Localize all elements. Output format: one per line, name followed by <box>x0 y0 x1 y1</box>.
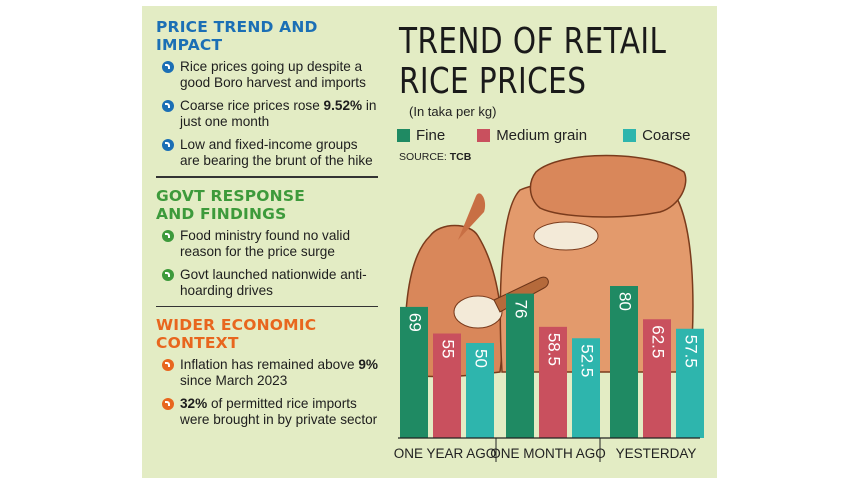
chart-title-line-2: RICE PRICES <box>399 61 587 102</box>
bullet-text-part: in just one month <box>180 98 377 129</box>
bullet-item: 32% of permitted rice imports were broug… <box>156 396 378 428</box>
bullet-text-part: Coarse rice prices rose <box>180 98 324 113</box>
bullet-text-part: Low and fixed-income groups are bearing … <box>180 137 373 168</box>
legend-item-medium-grain: Medium grain <box>477 127 587 144</box>
bullet-highlight: 9% <box>358 357 379 372</box>
section-divider <box>156 305 378 307</box>
source-label: SOURCE: <box>399 151 447 163</box>
bullet-text: Food ministry found no valid reason for … <box>180 228 378 260</box>
rice-grains-illustration <box>533 221 599 251</box>
sack-top-illustration <box>529 154 687 218</box>
bullet-highlight: 32% <box>180 396 208 411</box>
left-info-panel: PRICE TREND AND IMPACT Rice prices going … <box>156 18 378 435</box>
legend-item-fine: Fine <box>397 127 445 144</box>
chart-title: TREND OF RETAIL RICE PRICES <box>399 22 666 102</box>
bar-fine-2 <box>610 286 638 438</box>
bar-value-label: 52.5 <box>578 344 597 377</box>
bar-value-label: 80 <box>616 292 635 311</box>
legend-swatch-coarse <box>623 129 637 142</box>
x-tick-label: ONE MONTH AGO <box>490 446 606 461</box>
bullet-item: Food ministry found no valid reason for … <box>156 228 378 260</box>
bullet-text-part: of permitted rice imports were brought i… <box>180 396 378 427</box>
bullet-text-part: Food ministry found no valid reason for … <box>180 227 351 259</box>
arrow-bullet-icon <box>162 398 174 410</box>
bullet-text-part: Inflation has remained above <box>180 357 359 372</box>
bar-fine-1 <box>506 293 534 438</box>
bar-medium-grain-0 <box>433 333 461 438</box>
chart-title-line-1: TREND OF RETAIL <box>399 21 667 62</box>
arrow-bullet-icon <box>162 268 174 281</box>
bullet-item: Low and fixed-income groups are bearing … <box>156 137 378 169</box>
legend-label-medium-grain: Medium grain <box>496 127 588 144</box>
section-heading-wider-economic-context: WIDER ECONOMIC CONTEXT <box>156 316 317 352</box>
x-tick-label: YESTERDAY <box>616 446 697 461</box>
bar-value-label: 76 <box>512 300 531 319</box>
bullet-text: Coarse rice prices rose 9.52% in just on… <box>180 98 378 130</box>
bullet-text: Govt launched nationwide anti-hoarding d… <box>180 267 378 299</box>
bullet-item: Rice prices going up despite a good Boro… <box>156 59 378 91</box>
section-heading-price-trend-and-impact: PRICE TREND AND IMPACT <box>156 18 318 54</box>
bar-value-label: 57.5 <box>682 335 701 368</box>
chart-subtitle: (In taka per kg) <box>409 104 497 119</box>
bullet-text-part: Rice prices going up despite a good Boro… <box>180 59 366 90</box>
chart-legend: Fine Medium grain Coarse <box>397 127 712 144</box>
bullet-text: Rice prices going up despite a good Boro… <box>180 59 378 91</box>
bar-value-label: 55 <box>439 340 458 359</box>
arrow-bullet-icon <box>162 139 174 151</box>
bullet-text: Inflation has remained above 9% since Ma… <box>180 357 378 389</box>
bullet-item: Inflation has remained above 9% since Ma… <box>156 357 378 389</box>
section-divider <box>156 176 378 178</box>
rice-scoop-grains-illustration <box>453 295 503 329</box>
arrow-bullet-icon <box>162 61 174 73</box>
section-heading-govt-response-and-findings: GOVT RESPONSE AND FINDINGS <box>156 186 305 223</box>
bar-medium-grain-1 <box>539 326 567 438</box>
bar-coarse-1 <box>572 338 600 438</box>
legend-label-fine: Fine <box>416 127 446 144</box>
chart-source: SOURCE: TCB <box>399 151 471 163</box>
bar-coarse-0 <box>466 343 494 438</box>
legend-swatch-medium-grain <box>477 129 491 142</box>
x-tick-label: ONE YEAR AGO <box>394 446 497 461</box>
bar-value-label: 58.5 <box>545 333 564 366</box>
arrow-bullet-icon <box>162 100 174 112</box>
bar-value-label: 50 <box>472 349 491 368</box>
arrow-bullet-icon <box>162 229 174 242</box>
bar-coarse-2 <box>676 328 704 438</box>
legend-label-coarse: Coarse <box>642 127 691 144</box>
bullet-text-part: since March 2023 <box>180 373 288 388</box>
bullet-text-part: Govt launched nationwide anti-hoarding d… <box>180 266 367 298</box>
bar-value-label: 62.5 <box>649 325 668 358</box>
bullet-text: 32% of permitted rice imports were broug… <box>180 396 378 428</box>
bullet-item: Coarse rice prices rose 9.52% in just on… <box>156 98 378 130</box>
bar-medium-grain-2 <box>643 319 671 438</box>
sack-tie-illustration <box>458 193 486 240</box>
bullet-item: Govt launched nationwide anti-hoarding d… <box>156 267 378 299</box>
source-value: TCB <box>449 151 472 163</box>
bar-fine-0 <box>400 306 428 438</box>
bullet-highlight: 9.52% <box>323 98 363 113</box>
legend-swatch-fine <box>397 129 410 142</box>
arrow-bullet-icon <box>162 359 174 371</box>
bullet-text: Low and fixed-income groups are bearing … <box>180 137 378 169</box>
legend-item-coarse: Coarse <box>623 127 690 144</box>
bar-value-label: 69 <box>406 313 425 332</box>
